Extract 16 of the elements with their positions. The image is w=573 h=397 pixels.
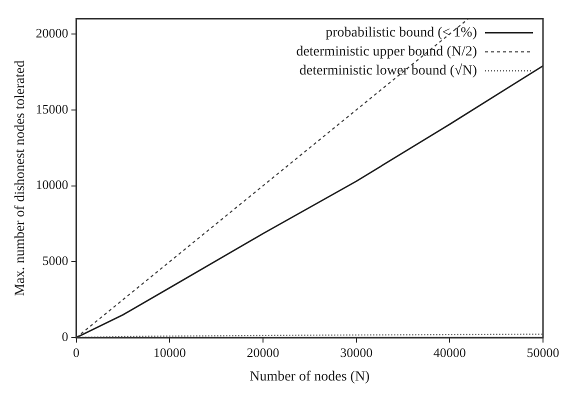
legend-label: probabilistic bound (< 1%) xyxy=(326,25,478,40)
x-axis-title: Number of nodes (N) xyxy=(250,369,370,384)
y-tick-label: 10000 xyxy=(36,177,68,192)
x-tick-label: 0 xyxy=(73,344,80,360)
y-axis-title: Max. number of dishonest nodes tolerated xyxy=(13,60,28,296)
y-tick-label: 0 xyxy=(62,329,68,344)
y-tick-label: 20000 xyxy=(36,25,68,40)
x-tick-label: 30000 xyxy=(340,344,373,360)
legend-label: deterministic lower bound (√N) xyxy=(299,62,478,78)
x-tick-label: 40000 xyxy=(433,344,466,360)
x-tick-label: 10000 xyxy=(153,344,186,360)
x-tick-label: 20000 xyxy=(246,344,280,360)
legend-label: deterministic upper bound (N/2) xyxy=(296,44,478,60)
y-tick-label: 15000 xyxy=(36,101,68,116)
x-tick-label: 50000 xyxy=(526,344,560,360)
y-tick-label: 5000 xyxy=(42,253,68,268)
